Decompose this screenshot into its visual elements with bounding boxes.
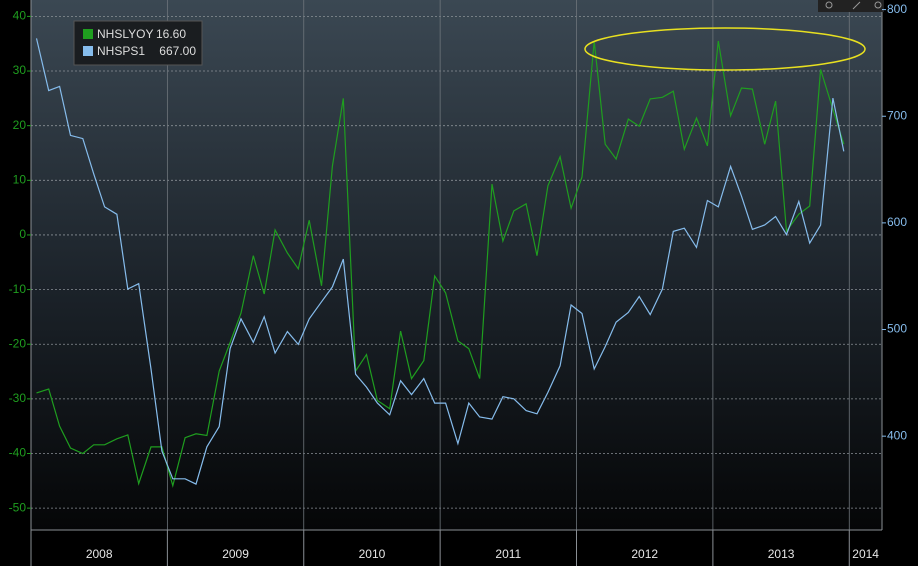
legend-swatch: [83, 29, 93, 39]
highlight-ellipse: [584, 27, 866, 71]
x-tick-label: 2008: [86, 547, 113, 561]
tool-icon[interactable]: [852, 1, 861, 10]
y-tick-label: 10: [13, 172, 27, 186]
y-tick-label: -10: [9, 282, 27, 296]
x-tick-label: 2012: [631, 547, 658, 561]
y2-tick-label: 500: [887, 322, 907, 336]
grid: [31, 0, 882, 530]
y-tick-label: -50: [9, 500, 27, 514]
y-tick-label: 40: [13, 9, 27, 23]
tool-icon[interactable]: [825, 1, 833, 9]
legend-value: 667.00: [159, 44, 196, 58]
y-tick-label: -20: [9, 336, 27, 350]
y2-tick-label: 800: [887, 2, 907, 16]
legend-label: NHSPS1: [97, 44, 145, 58]
y-tick-label: 20: [13, 118, 27, 132]
series-line: [36, 40, 845, 489]
y2-tick-label: 700: [887, 108, 907, 122]
legend-box: [73, 20, 203, 66]
x-tick-label: 2010: [359, 547, 386, 561]
series-line: [35, 38, 845, 485]
tool-icon[interactable]: [874, 1, 882, 9]
x-tick-label: 2009: [222, 547, 249, 561]
x-tick-label: 2013: [768, 547, 795, 561]
x-tick-label: 2014: [852, 547, 879, 561]
toolbar-bg: [818, 0, 884, 12]
x-tick-label: 2011: [495, 547, 521, 561]
y2-tick-label: 400: [887, 428, 907, 442]
toolbar: [818, 0, 884, 12]
legend: NHSLYOY 16.60 NHSPS1 667.00: [73, 20, 203, 66]
lines: [35, 38, 845, 489]
legend-label: NHSLYOY: [97, 27, 153, 41]
y-tick-label: -40: [9, 446, 27, 460]
plot-area: [31, 0, 882, 530]
y-tick-label: 0: [19, 227, 26, 241]
legend-swatch: [83, 46, 93, 56]
y-tick-label: 30: [13, 63, 27, 77]
legend-value: 16.60: [156, 27, 186, 41]
y-tick-label: -30: [9, 391, 27, 405]
y2-tick-label: 600: [887, 215, 907, 229]
